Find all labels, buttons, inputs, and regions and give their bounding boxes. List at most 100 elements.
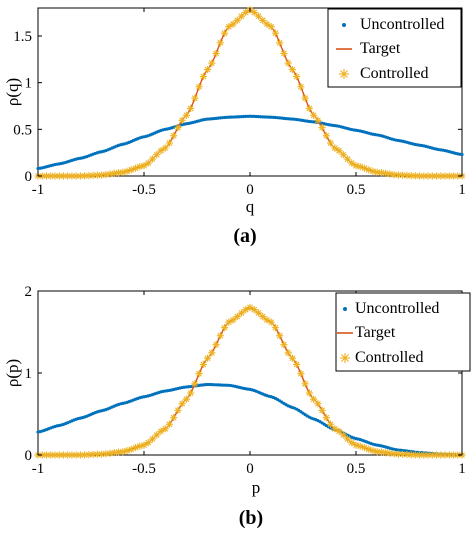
controlled-point xyxy=(322,414,330,422)
panel-a-ylabel: ρ(q) xyxy=(3,78,22,106)
controlled-point xyxy=(280,49,288,58)
controlled-point xyxy=(280,341,288,349)
controlled-point xyxy=(182,111,190,119)
panel-a-xtick-label: -1 xyxy=(32,182,45,198)
legend-mark-controlled xyxy=(340,353,350,363)
controlled-point xyxy=(208,349,216,357)
panel-a-legend-target: Target xyxy=(360,40,401,57)
controlled-point xyxy=(343,155,352,163)
controlled-point xyxy=(318,406,326,414)
panel-a-ytick-label: 1 xyxy=(25,76,33,92)
controlled-point xyxy=(416,451,424,459)
controlled-point xyxy=(182,395,190,403)
controlled-point xyxy=(140,441,148,449)
controlled-point xyxy=(271,324,280,332)
controlled-point xyxy=(119,168,127,176)
panel-a-legend: Uncontrolled Target Controlled xyxy=(327,8,462,88)
controlled-point xyxy=(136,163,144,171)
controlled-point xyxy=(212,341,220,349)
panel-b-ytick-label: 0 xyxy=(25,448,33,464)
controlled-point xyxy=(369,167,377,175)
panel-a-series-uncontrolled xyxy=(36,114,464,171)
panel-b-series-controlled xyxy=(34,303,466,459)
controlled-point xyxy=(174,406,182,414)
panel-b-legend-controlled: Controlled xyxy=(355,349,423,366)
controlled-point xyxy=(276,332,284,340)
controlled-point xyxy=(339,151,347,159)
panel-a-xtick-label: 0.5 xyxy=(347,182,366,198)
controlled-point xyxy=(314,400,322,408)
legend-mark-controlled xyxy=(339,69,349,79)
panel-a-xtick-label: -0.5 xyxy=(132,182,156,198)
panel-a-ytick-label: 0 xyxy=(25,169,33,185)
controlled-point xyxy=(293,360,301,369)
panel-b-legend: Uncontrolled Target Controlled xyxy=(335,292,471,372)
panel-b-xtick-label: 0 xyxy=(246,461,254,477)
controlled-point xyxy=(220,324,229,332)
panel-b-xlabel: p xyxy=(252,478,261,497)
controlled-point xyxy=(199,72,207,81)
panel-b-legend-marks xyxy=(337,307,353,363)
controlled-point xyxy=(305,104,313,112)
panel-a-ytick-label: 0.5 xyxy=(13,122,32,138)
controlled-point xyxy=(352,441,360,449)
controlled-point xyxy=(195,370,203,378)
panel-a-series-controlled xyxy=(34,6,466,180)
panel-a-legend-uncontrolled: Uncontrolled xyxy=(360,16,444,33)
panel-a: -1 -0.5 0 0.5 1 0 0.5 1 1.5 q ρ(q) (a) Uncontrol… xyxy=(3,6,466,247)
panel-b-legend-uncontrolled: Uncontrolled xyxy=(355,300,439,317)
controlled-point xyxy=(237,309,246,317)
controlled-point xyxy=(191,94,199,102)
panel-b-legend-box xyxy=(335,292,471,372)
controlled-point xyxy=(204,354,212,362)
controlled-point xyxy=(326,420,335,428)
controlled-point xyxy=(310,111,318,119)
controlled-point xyxy=(178,116,186,124)
controlled-point xyxy=(267,318,275,326)
controlled-point xyxy=(297,83,305,91)
controlled-point xyxy=(310,395,318,403)
controlled-point xyxy=(420,451,428,459)
controlled-point xyxy=(93,171,101,179)
controlled-point xyxy=(369,447,377,455)
controlled-point xyxy=(288,66,296,74)
panel-a-legend-controlled: Controlled xyxy=(360,65,428,82)
controlled-point xyxy=(170,132,178,140)
controlled-point xyxy=(293,72,301,81)
controlled-point xyxy=(174,124,182,132)
panel-a-xtick-label: 1 xyxy=(458,182,466,198)
controlled-point xyxy=(318,124,326,132)
controlled-point xyxy=(229,316,237,324)
controlled-point xyxy=(191,380,199,388)
panel-a-series xyxy=(34,6,466,180)
panel-b-ytick-label: 1 xyxy=(25,366,33,382)
controlled-point xyxy=(326,139,335,147)
controlled-point xyxy=(301,94,309,102)
controlled-point xyxy=(187,104,195,112)
panel-a-ticks: -1 -0.5 0 0.5 1 0 0.5 1 1.5 xyxy=(13,8,466,198)
controlled-point xyxy=(140,162,148,170)
panel-b-ytick-label: 2 xyxy=(25,284,33,300)
controlled-point xyxy=(119,448,127,456)
panel-b: -1 -0.5 0 0.5 1 0 1 2 p ρ(p) (b) Uncontrolled T… xyxy=(3,284,471,529)
controlled-point xyxy=(204,66,212,74)
controlled-point xyxy=(148,155,157,163)
controlled-point xyxy=(288,354,296,362)
controlled-point xyxy=(386,449,394,457)
controlled-point xyxy=(161,425,169,433)
controlled-point xyxy=(301,380,309,388)
controlled-point xyxy=(437,172,445,180)
controlled-point xyxy=(284,349,292,357)
controlled-point xyxy=(449,451,458,459)
controlled-point xyxy=(250,306,258,314)
controlled-point xyxy=(267,23,275,31)
legend-mark-uncontrolled xyxy=(342,23,346,27)
controlled-point xyxy=(284,59,292,67)
panel-b-legend-target: Target xyxy=(355,324,396,341)
panel-b-xtick-label: 0.5 xyxy=(347,461,366,477)
panel-b-xtick-label: 1 xyxy=(458,461,466,477)
panel-a-label: (a) xyxy=(233,225,256,247)
panel-b-series xyxy=(34,303,466,459)
